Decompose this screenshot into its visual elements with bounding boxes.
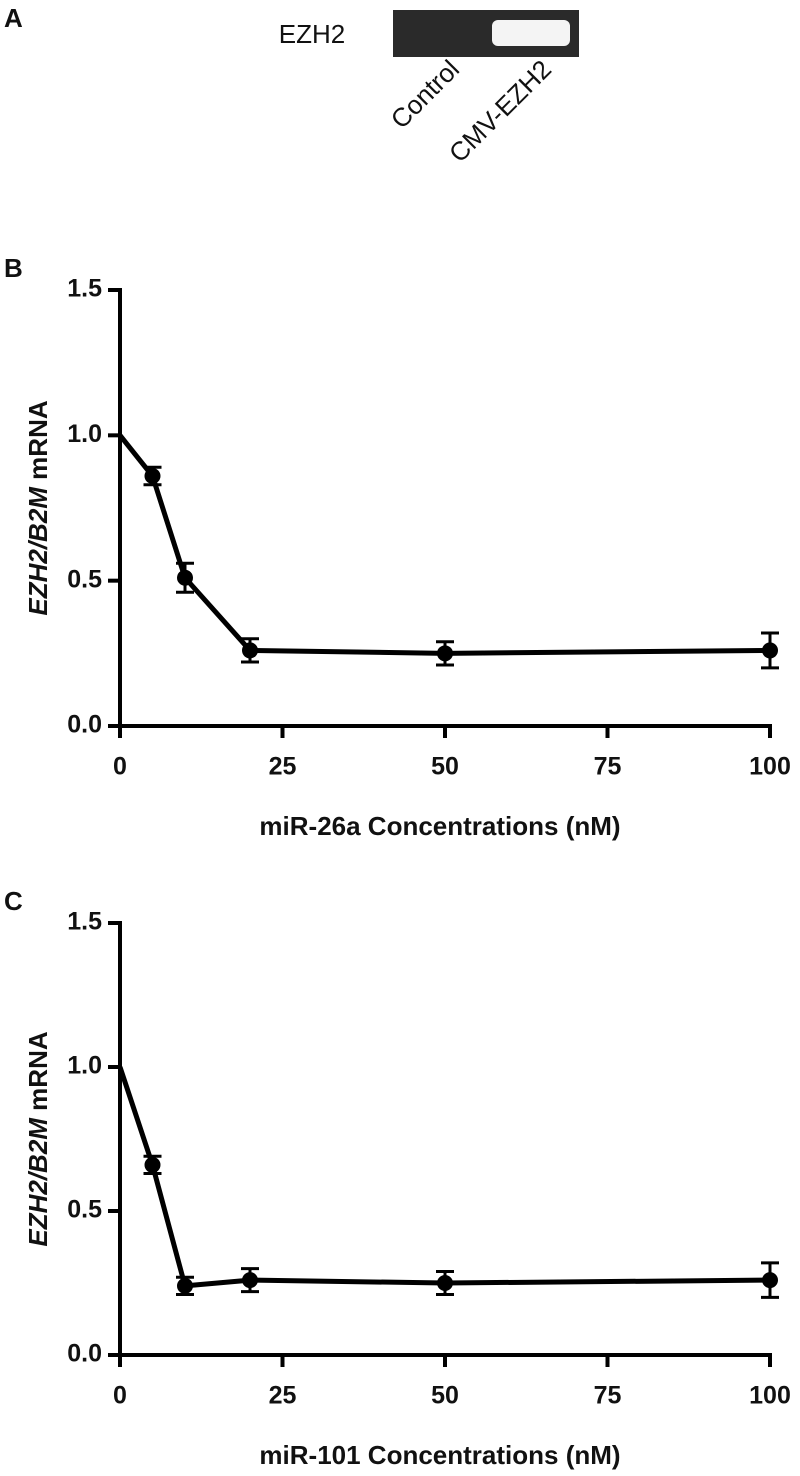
panel-label: C [4, 886, 23, 916]
y-tick-label: 1.0 [67, 420, 102, 448]
protein-label: EZH2 [279, 19, 345, 49]
data-point [437, 1275, 453, 1291]
lane-label: Control [385, 54, 465, 134]
data-point [144, 468, 161, 485]
x-tick-label: 75 [594, 1382, 622, 1410]
x-tick-label: 50 [431, 753, 459, 781]
x-axis-title: miR-101 Concentrations (nM) [259, 1440, 620, 1470]
data-point [242, 642, 258, 659]
panel-label: A [4, 3, 23, 33]
x-axis-title: miR-26a Concentrations (nM) [259, 811, 620, 841]
x-tick-label: 0 [113, 753, 127, 781]
data-point [177, 569, 193, 586]
x-tick-label: 25 [269, 1382, 297, 1410]
y-tick-label: 0.5 [67, 565, 102, 593]
x-tick-label: 75 [594, 753, 622, 781]
x-tick-label: 0 [113, 1382, 127, 1410]
data-point [242, 1272, 258, 1289]
x-tick-label: 25 [269, 753, 297, 781]
x-tick-label: 100 [749, 1382, 791, 1410]
data-point [144, 1156, 161, 1173]
y-tick-label: 1.5 [67, 908, 102, 936]
data-point [762, 642, 778, 659]
data-line [117, 1066, 771, 1289]
y-tick-label: 0.0 [67, 1340, 102, 1368]
panel-label: B [4, 253, 23, 283]
data-point [762, 1272, 778, 1289]
data-line [118, 433, 771, 656]
data-point [437, 645, 453, 662]
gel-band [492, 20, 570, 46]
y-tick-label: 0.5 [67, 1196, 102, 1224]
y-axis-title: EZH2/B2M mRNA [23, 400, 53, 615]
data-point [177, 1277, 193, 1294]
x-tick-label: 50 [431, 1382, 459, 1410]
y-axis-title: EZH2/B2M mRNA [23, 1031, 53, 1246]
y-tick-label: 1.5 [67, 275, 102, 303]
x-tick-label: 100 [749, 753, 791, 781]
y-tick-label: 1.0 [67, 1052, 102, 1080]
y-tick-label: 0.0 [67, 711, 102, 739]
